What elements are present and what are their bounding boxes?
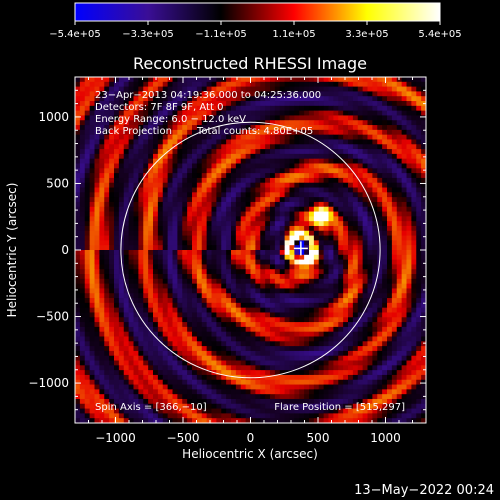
info-total-counts: Total counts: 4.80E+05: [196, 126, 313, 137]
x-tick-label: 0: [247, 431, 255, 445]
x-tick-label: −1000: [95, 431, 136, 445]
solar-limb-circle: [120, 121, 381, 379]
x-axis-label: Heliocentric X (arcsec): [182, 447, 318, 461]
colorbar: −5.4e+05 −3.3e+05 −1.1e+05 1.1e+05 3.3e+05 5.…: [49, 2, 462, 40]
y-tick-label: 500: [46, 176, 69, 190]
colorbar-gradient: [74, 2, 441, 22]
y-tick-label: −1000: [28, 376, 69, 390]
flare-marker-cross-icon: [293, 241, 308, 256]
colorbar-tick-label: −5.4e+05: [49, 29, 101, 40]
y-tick-label: −500: [36, 310, 69, 324]
spin-axis-label: Spin Axis = [366,−10]: [95, 402, 207, 413]
info-annotations: 23−Apr−2013 04:19:36.000 to 04:25:36.000…: [95, 90, 405, 413]
x-tick-label: −500: [167, 431, 200, 445]
x-tick-label: 1000: [370, 431, 401, 445]
axis-ticks: −1000 −500 0 500 1000 −1000 −500 0 500 1000: [28, 77, 426, 445]
colorbar-tick-label: 5.4e+05: [418, 29, 461, 40]
info-line-detectors: Detectors: 7F 8F 9F, Att 0: [95, 102, 223, 113]
info-method: Back Projection: [95, 126, 172, 137]
y-axis-label: Heliocentric Y (arcsec): [5, 183, 19, 318]
colorbar-tick-label: 3.3e+05: [345, 29, 388, 40]
chart-title: Reconstructed RHESSI Image: [133, 54, 367, 73]
plot-area: −1000 −500 0 500 1000 −1000 −500 0 500 1000: [28, 76, 427, 445]
colorbar-ticks: −5.4e+05 −3.3e+05 −1.1e+05 1.1e+05 3.3e+05 5.…: [49, 21, 462, 40]
colorbar-tick-label: 1.1e+05: [272, 29, 315, 40]
solar-limb: [120, 121, 381, 379]
info-line-energy: Energy Range: 6.0 − 12.0 keV: [95, 114, 246, 125]
heatmap-image: [75, 77, 426, 423]
footer-date: 13−May−2022 00:24: [354, 483, 494, 498]
info-line-time: 23−Apr−2013 04:19:36.000 to 04:25:36.000: [95, 90, 321, 101]
y-tick-label: 1000: [38, 110, 69, 124]
flare-position-label: Flare Position = [515,297]: [274, 402, 405, 413]
y-tick-label: 0: [61, 243, 69, 257]
colorbar-tick-label: −3.3e+05: [122, 29, 174, 40]
x-tick-label: 500: [307, 431, 330, 445]
colorbar-tick-label: −1.1e+05: [195, 29, 247, 40]
